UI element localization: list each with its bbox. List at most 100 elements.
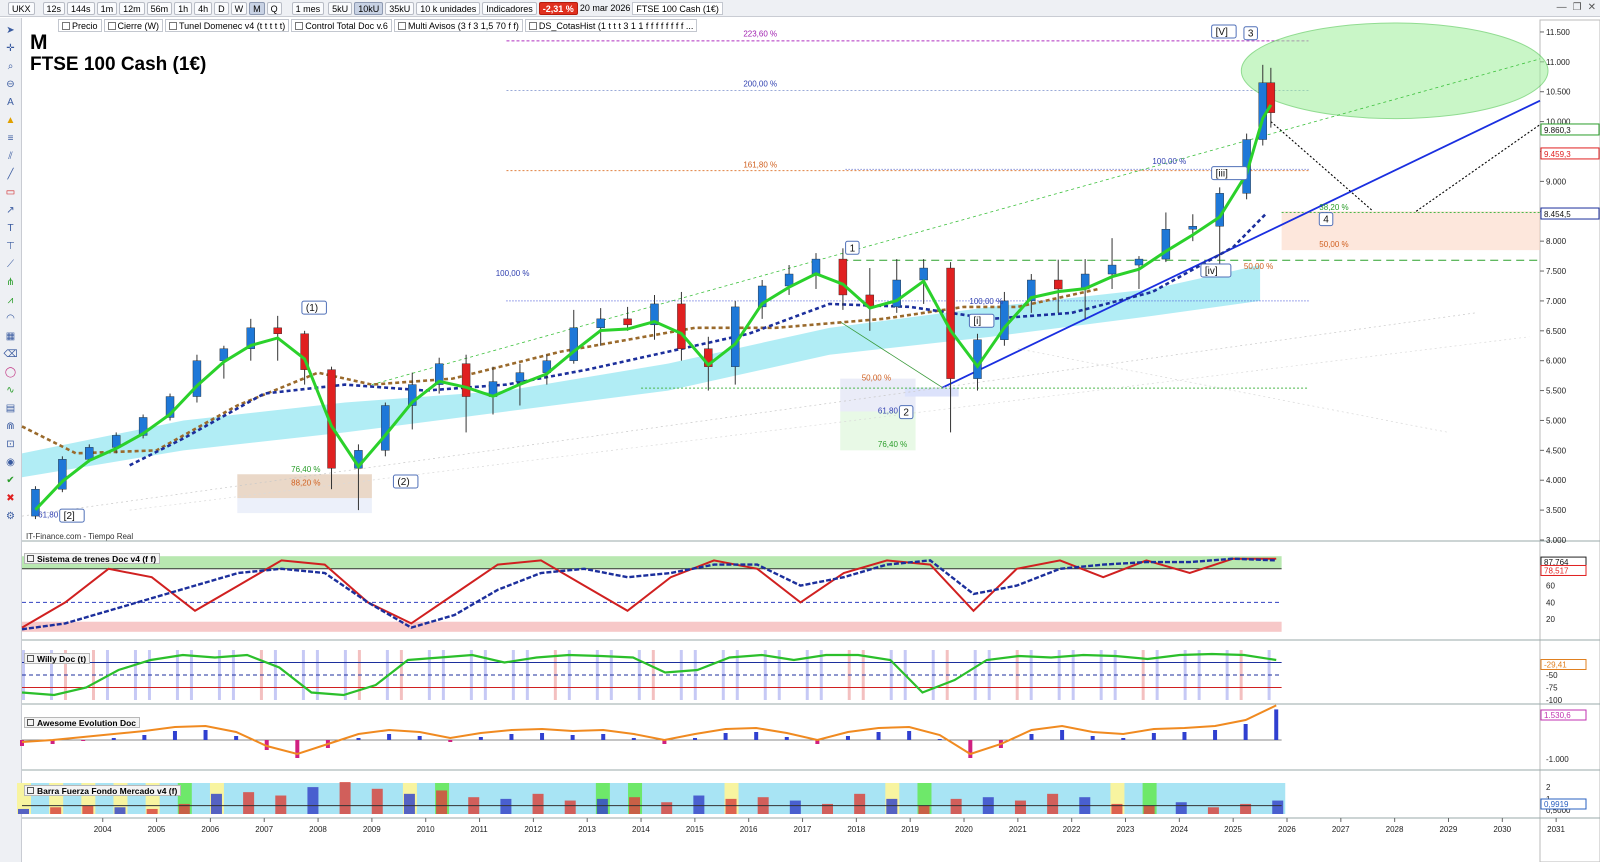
pitchfork-icon[interactable]: ⋔ [6, 277, 15, 288]
fib-label: 50,00 % [1319, 240, 1348, 249]
timeframe-button-12m[interactable]: 12m [119, 1, 145, 15]
eraser-icon[interactable]: ⌫ [3, 349, 18, 360]
zoom-out-icon[interactable]: ⊖ [6, 79, 15, 90]
awesome-bar [1090, 736, 1095, 740]
overlay-toggle-2[interactable]: Tunel Domenec v4 (t t t t t) [165, 19, 290, 32]
symbol-input[interactable]: UKX [8, 1, 35, 15]
candle-body [408, 384, 417, 406]
settings-icon[interactable]: ⚙ [6, 511, 15, 522]
timeframe-button-1m[interactable]: 1m [96, 1, 118, 15]
channel-icon[interactable]: ⫽ [8, 151, 13, 162]
timeframe-button-q[interactable]: Q [266, 1, 282, 15]
fibonacci-icon[interactable]: ≡ [7, 133, 14, 144]
window-controls: — ❐ ✕ [1557, 2, 1596, 13]
fib-label: 50,00 % [1244, 262, 1273, 271]
green-check-icon[interactable]: ✔ [6, 475, 15, 486]
pointer-icon[interactable]: ➤ [6, 25, 15, 36]
zoom-icon[interactable]: ⌕ [7, 61, 14, 72]
overlay-toggle-1[interactable]: Cierre (W) [103, 19, 164, 32]
candle-body [623, 318, 632, 326]
barra-bar [886, 798, 898, 814]
units-select[interactable]: 10 k unidades [416, 1, 481, 15]
delete-icon[interactable]: ✖ [6, 493, 15, 504]
price-marker: 9.459,3 [1544, 150, 1571, 159]
alert-icon[interactable]: ▲ [5, 115, 16, 126]
fan-icon[interactable]: ⩘ [7, 295, 14, 306]
cursor-icon[interactable]: ⊤ [6, 241, 15, 252]
date-label: 20 mar 2026 [579, 3, 631, 13]
period-select[interactable]: 1 mes [291, 1, 325, 15]
panel-title-awesome[interactable]: Awesome Evolution Doc [24, 717, 141, 728]
x-tick-label: 2005 [148, 825, 166, 834]
candle-body [838, 258, 848, 296]
panel-title-barra[interactable]: Barra Fuerza Fondo Mercado v4 (f) [24, 785, 182, 796]
willy-line [21, 652, 1277, 697]
x-tick-label: 2030 [1493, 825, 1511, 834]
ruler-icon[interactable]: ▦ [5, 331, 16, 342]
timeframe-button-12s[interactable]: 12s [42, 1, 66, 15]
y-tick-label: 5.500 [1546, 387, 1567, 396]
rectangle-icon[interactable]: ▭ [5, 187, 16, 198]
awesome-bar [968, 740, 973, 758]
visibility-icon[interactable]: ◉ [6, 457, 15, 468]
line-icon[interactable]: ╱ [7, 169, 14, 180]
awesome-bar [295, 740, 300, 758]
overlay-toggle-0[interactable]: Precio [58, 19, 102, 32]
candle-body [596, 318, 605, 329]
crosshair-icon[interactable]: ✛ [6, 43, 15, 54]
timeframe-button-4h[interactable]: 4h [194, 1, 213, 15]
timeframe-button-w[interactable]: W [230, 1, 248, 15]
barra-bar [339, 782, 351, 814]
timeframe-button-d[interactable]: D [214, 1, 229, 15]
lock-icon[interactable]: ⊡ [6, 439, 15, 450]
timeframe-button-m[interactable]: M [249, 1, 265, 15]
candle-body [1000, 300, 1009, 340]
forecast-down [1270, 121, 1374, 212]
awesome-bar [81, 740, 86, 741]
price-marker-box [1540, 123, 1600, 136]
indicators-button[interactable]: Indicadores [482, 1, 537, 15]
main-plot-bg [22, 20, 1540, 540]
awesome-bar [203, 730, 208, 740]
layers-icon[interactable]: ▤ [5, 403, 16, 414]
barra-bar [243, 792, 255, 814]
candle-body [757, 285, 767, 308]
y-tick-label: 4.500 [1546, 446, 1567, 455]
checkbox-icon [169, 22, 178, 30]
overlay-toggle-4[interactable]: Multi Avisos (3 f 3 1,5 70 f f) [393, 19, 523, 32]
barra-bar [821, 803, 833, 814]
unit-button-10ku[interactable]: 10kU [354, 1, 384, 15]
minimize-icon[interactable]: — [1556, 2, 1567, 13]
panel-title-willy[interactable]: Willy Doc (t) [24, 653, 91, 664]
timeframe-button-1h[interactable]: 1h [174, 1, 193, 15]
restore-icon[interactable]: ❐ [1572, 2, 1582, 13]
panel-title-trenes[interactable]: Sistema de trenes Doc v4 (f f) [24, 553, 161, 564]
unit-button-35ku[interactable]: 35kU [385, 1, 415, 15]
close-icon[interactable]: ✕ [1587, 2, 1596, 13]
barra-y-label: 2 [1546, 783, 1551, 792]
overlay-toggle-3[interactable]: Control Total Doc v.6 [291, 19, 392, 32]
fib-label: 88,20 % [291, 479, 320, 488]
ellipse-icon[interactable]: ◯ [4, 367, 17, 378]
barra-bar [693, 795, 705, 814]
text-icon[interactable]: A [7, 97, 14, 108]
x-tick-label: 2023 [1117, 825, 1135, 834]
cycle-icon[interactable]: ◠ [6, 313, 15, 324]
measure-icon[interactable]: ⟋ [7, 259, 14, 270]
wave-icon[interactable]: ∿ [6, 385, 15, 396]
candle-body [434, 363, 444, 385]
awesome-bar [662, 740, 667, 744]
x-tick-label: 2004 [94, 825, 112, 834]
wave-label: 4 [1323, 215, 1329, 226]
overlay-toggle-5[interactable]: DS_CotasHist (1 t t t 3 1 1 f f f f f f … [524, 19, 698, 32]
timeframe-button-144s[interactable]: 144s [67, 1, 95, 15]
wave-label: [2] [64, 511, 75, 522]
magnet-icon[interactable]: ⋒ [6, 421, 15, 432]
timeframe-button-56m[interactable]: 56m [146, 1, 173, 15]
unit-button-5ku[interactable]: 5kU [328, 1, 353, 15]
arrow-icon[interactable]: ↗ [6, 205, 15, 216]
barra-bg-segment [1206, 783, 1221, 814]
label-icon[interactable]: T [7, 223, 14, 234]
x-tick-label: 2016 [740, 825, 758, 834]
